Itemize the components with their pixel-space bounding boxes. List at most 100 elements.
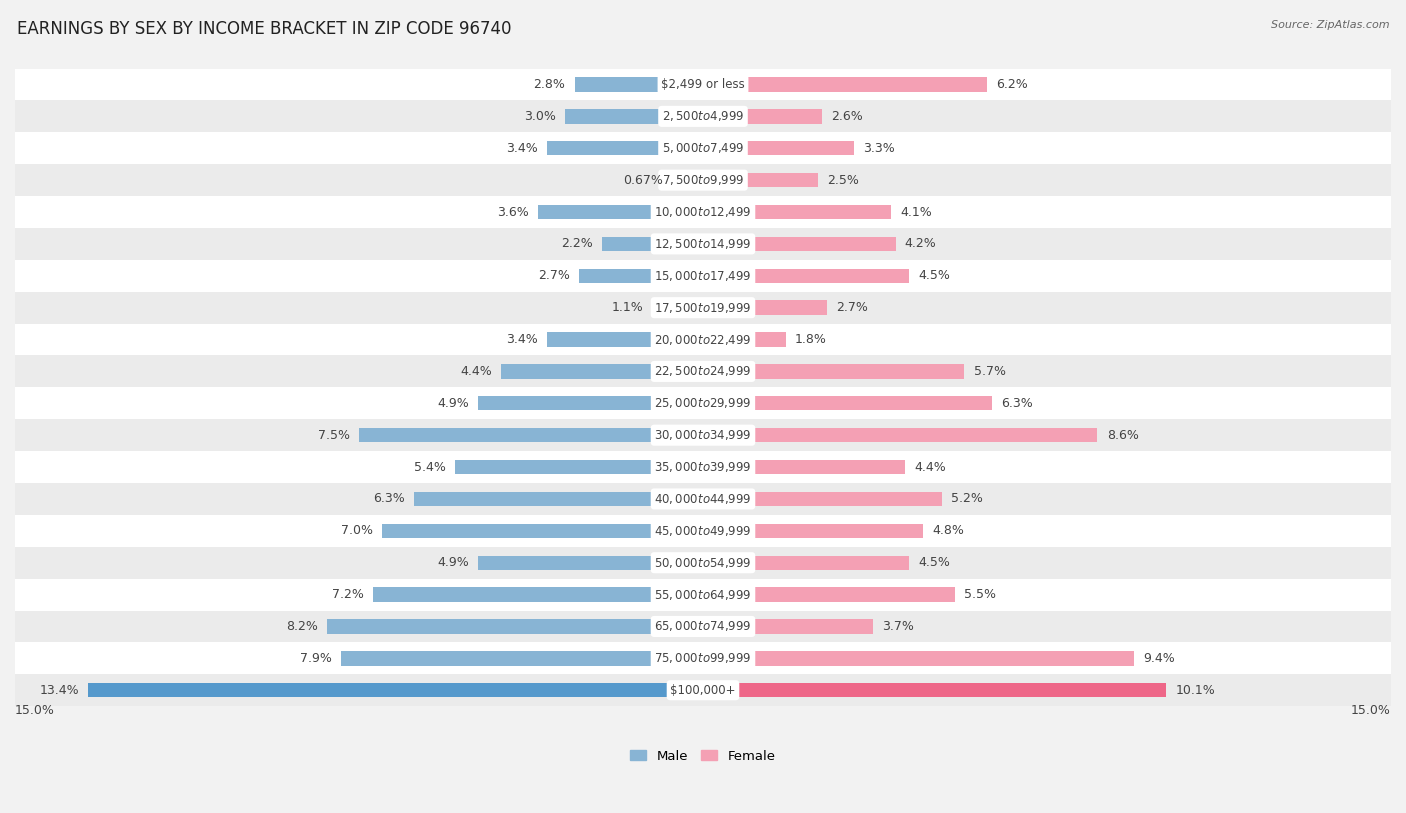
Text: $30,000 to $34,999: $30,000 to $34,999	[654, 428, 752, 442]
Text: 4.9%: 4.9%	[437, 397, 470, 410]
Text: 15.0%: 15.0%	[1351, 704, 1391, 717]
Text: $75,000 to $99,999: $75,000 to $99,999	[654, 651, 752, 665]
Text: 4.4%: 4.4%	[460, 365, 492, 378]
Text: $5,000 to $7,499: $5,000 to $7,499	[662, 141, 744, 155]
Bar	[575, 77, 703, 92]
Text: 5.7%: 5.7%	[973, 365, 1005, 378]
Text: 7.5%: 7.5%	[318, 428, 350, 441]
Text: 3.7%: 3.7%	[882, 620, 914, 633]
Text: 7.9%: 7.9%	[299, 652, 332, 665]
Bar	[703, 620, 873, 633]
Text: $7,500 to $9,999: $7,500 to $9,999	[662, 173, 744, 187]
Bar	[703, 555, 910, 570]
Text: $50,000 to $54,999: $50,000 to $54,999	[654, 556, 752, 570]
Bar	[15, 515, 1391, 547]
Text: 3.4%: 3.4%	[506, 333, 538, 346]
Bar	[15, 133, 1391, 164]
Text: 2.8%: 2.8%	[533, 78, 565, 91]
Bar	[703, 301, 827, 315]
Bar	[703, 109, 823, 124]
Text: Source: ZipAtlas.com: Source: ZipAtlas.com	[1271, 20, 1389, 30]
Text: $35,000 to $39,999: $35,000 to $39,999	[654, 460, 752, 474]
Text: 4.4%: 4.4%	[914, 461, 946, 473]
Bar	[15, 292, 1391, 324]
Bar	[15, 611, 1391, 642]
Bar	[359, 428, 703, 442]
Text: 10.1%: 10.1%	[1175, 684, 1215, 697]
Bar	[703, 588, 955, 602]
Bar	[703, 460, 905, 474]
Bar	[15, 68, 1391, 101]
Text: 1.8%: 1.8%	[794, 333, 827, 346]
Bar	[478, 555, 703, 570]
Bar	[703, 268, 910, 283]
Text: 3.0%: 3.0%	[524, 110, 557, 123]
Text: 9.4%: 9.4%	[1143, 652, 1175, 665]
Bar	[15, 387, 1391, 420]
Text: 7.2%: 7.2%	[332, 588, 364, 601]
Text: $20,000 to $22,499: $20,000 to $22,499	[654, 333, 752, 346]
Bar	[703, 524, 924, 538]
Text: 5.4%: 5.4%	[415, 461, 446, 473]
Text: $25,000 to $29,999: $25,000 to $29,999	[654, 396, 752, 411]
Text: $65,000 to $74,999: $65,000 to $74,999	[654, 620, 752, 633]
Bar	[340, 651, 703, 666]
Text: 6.3%: 6.3%	[373, 493, 405, 506]
Bar	[15, 260, 1391, 292]
Bar	[703, 396, 993, 411]
Text: 8.2%: 8.2%	[285, 620, 318, 633]
Text: $55,000 to $64,999: $55,000 to $64,999	[654, 588, 752, 602]
Text: 5.2%: 5.2%	[950, 493, 983, 506]
Text: 3.6%: 3.6%	[496, 206, 529, 219]
Text: 4.9%: 4.9%	[437, 556, 470, 569]
Text: $10,000 to $12,499: $10,000 to $12,499	[654, 205, 752, 219]
Bar	[703, 683, 1166, 698]
Bar	[15, 101, 1391, 133]
Text: 13.4%: 13.4%	[39, 684, 79, 697]
Bar	[703, 333, 786, 346]
Text: 4.2%: 4.2%	[905, 237, 936, 250]
Bar	[15, 420, 1391, 451]
Text: 4.5%: 4.5%	[918, 556, 950, 569]
Text: $12,500 to $14,999: $12,500 to $14,999	[654, 237, 752, 251]
Bar	[652, 301, 703, 315]
Bar	[89, 683, 703, 698]
Bar	[703, 492, 942, 506]
Bar	[15, 674, 1391, 706]
Bar	[501, 364, 703, 379]
Bar	[602, 237, 703, 251]
Legend: Male, Female: Male, Female	[626, 744, 780, 767]
Text: 6.2%: 6.2%	[997, 78, 1028, 91]
Bar	[565, 109, 703, 124]
Bar	[703, 364, 965, 379]
Text: 6.3%: 6.3%	[1001, 397, 1033, 410]
Text: 4.8%: 4.8%	[932, 524, 965, 537]
Bar	[15, 355, 1391, 387]
Text: 2.2%: 2.2%	[561, 237, 593, 250]
Bar	[703, 237, 896, 251]
Text: 0.67%: 0.67%	[623, 174, 664, 187]
Bar	[15, 483, 1391, 515]
Text: 3.3%: 3.3%	[863, 141, 896, 154]
Text: $2,500 to $4,999: $2,500 to $4,999	[662, 110, 744, 124]
Bar	[703, 428, 1098, 442]
Text: EARNINGS BY SEX BY INCOME BRACKET IN ZIP CODE 96740: EARNINGS BY SEX BY INCOME BRACKET IN ZIP…	[17, 20, 512, 38]
Text: 7.0%: 7.0%	[340, 524, 373, 537]
Bar	[703, 651, 1135, 666]
Bar	[547, 333, 703, 346]
Bar	[15, 228, 1391, 260]
Text: $22,500 to $24,999: $22,500 to $24,999	[654, 364, 752, 378]
Text: $17,500 to $19,999: $17,500 to $19,999	[654, 301, 752, 315]
Bar	[15, 547, 1391, 579]
Bar	[382, 524, 703, 538]
Bar	[15, 324, 1391, 355]
Bar	[373, 588, 703, 602]
Bar	[579, 268, 703, 283]
Bar	[15, 579, 1391, 611]
Bar	[672, 173, 703, 187]
Bar	[538, 205, 703, 220]
Bar	[15, 196, 1391, 228]
Text: 1.1%: 1.1%	[612, 301, 644, 314]
Text: 15.0%: 15.0%	[15, 704, 55, 717]
Text: 2.7%: 2.7%	[538, 269, 569, 282]
